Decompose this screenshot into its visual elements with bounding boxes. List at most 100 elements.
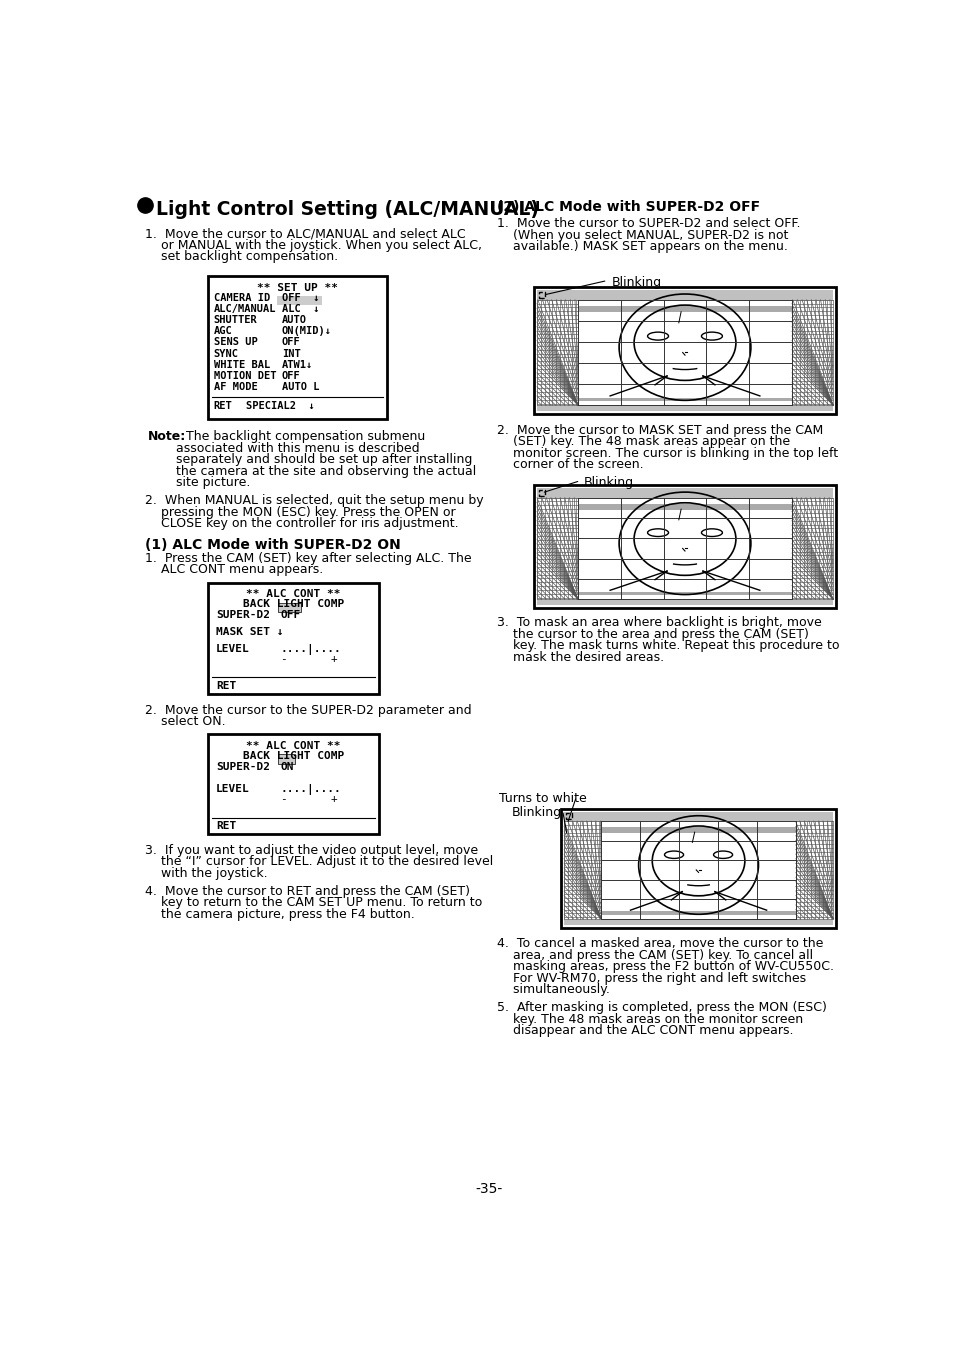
- Bar: [276, 297, 321, 305]
- Text: the camera at the site and observing the actual: the camera at the site and observing the…: [148, 465, 476, 478]
- Text: 3.  To mask an area where backlight is bright, move: 3. To mask an area where backlight is br…: [497, 616, 821, 629]
- Text: Blinking: Blinking: [512, 805, 561, 819]
- Text: OFF: OFF: [282, 371, 300, 380]
- Text: ON(MID)↓: ON(MID)↓: [282, 326, 332, 336]
- Bar: [537, 405, 832, 411]
- Text: 1.  Move the cursor to SUPER-D2 and select OFF.: 1. Move the cursor to SUPER-D2 and selec…: [497, 217, 800, 231]
- Text: +: +: [331, 654, 337, 664]
- Text: key to return to the CAM SET UP menu. To return to: key to return to the CAM SET UP menu. To…: [145, 896, 481, 909]
- Text: (SET) key. The 48 mask areas appear on the: (SET) key. The 48 mask areas appear on t…: [497, 436, 789, 448]
- Text: 1.  Move the cursor to ALC/MANUAL and select ALC: 1. Move the cursor to ALC/MANUAL and sel…: [145, 228, 465, 240]
- Text: ....|....: ....|....: [280, 784, 341, 795]
- Text: key. The mask turns white. Repeat this procedure to: key. The mask turns white. Repeat this p…: [497, 639, 839, 653]
- Text: the “I” cursor for LEVEL. Adjust it to the desired level: the “I” cursor for LEVEL. Adjust it to t…: [145, 855, 493, 869]
- Text: For WV-RM70, press the right and left switches: For WV-RM70, press the right and left sw…: [497, 971, 805, 985]
- Text: SENS UP: SENS UP: [213, 337, 257, 348]
- Text: Blinking: Blinking: [611, 275, 660, 289]
- Text: LEVEL: LEVEL: [216, 784, 250, 793]
- Text: 1.  Press the CAM (SET) key after selecting ALC. The: 1. Press the CAM (SET) key after selecti…: [145, 552, 471, 565]
- Text: AUTO: AUTO: [282, 316, 307, 325]
- Text: 5.  After masking is completed, press the MON (ESC): 5. After masking is completed, press the…: [497, 1001, 825, 1014]
- Bar: [600, 827, 795, 834]
- Text: The backlight compensation submenu: The backlight compensation submenu: [182, 430, 425, 444]
- Text: pressing the MON (ESC) key. Press the OPEN or: pressing the MON (ESC) key. Press the OP…: [145, 506, 455, 518]
- Text: corner of the screen.: corner of the screen.: [497, 459, 642, 471]
- Text: ....|....: ....|....: [280, 645, 341, 656]
- Bar: [534, 287, 835, 414]
- Bar: [208, 275, 386, 418]
- Text: SUPER-D2: SUPER-D2: [216, 610, 270, 621]
- Text: Note:: Note:: [148, 430, 186, 444]
- Bar: [537, 299, 578, 405]
- Text: the camera picture, press the F4 button.: the camera picture, press the F4 button.: [145, 908, 415, 920]
- Text: -: -: [280, 793, 287, 804]
- Text: OFF  ↓: OFF ↓: [282, 293, 319, 302]
- Text: disappear and the ALC CONT menu appears.: disappear and the ALC CONT menu appears.: [497, 1024, 792, 1037]
- Bar: [578, 306, 791, 312]
- Text: ATW1↓: ATW1↓: [282, 360, 313, 370]
- Text: 4.  To cancel a masked area, move the cursor to the: 4. To cancel a masked area, move the cur…: [497, 938, 822, 950]
- Text: 3.  If you want to adjust the video output level, move: 3. If you want to adjust the video outpu…: [145, 843, 477, 857]
- Text: separately and should be set up after installing: separately and should be set up after in…: [148, 453, 472, 467]
- Text: associated with this menu is described: associated with this menu is described: [148, 441, 419, 455]
- Text: RET: RET: [216, 822, 236, 831]
- Bar: [208, 583, 378, 695]
- Text: available.) MASK SET appears on the menu.: available.) MASK SET appears on the menu…: [497, 240, 787, 254]
- Bar: [578, 592, 791, 595]
- Text: -: -: [280, 654, 287, 664]
- Text: ON: ON: [280, 762, 294, 772]
- Bar: [795, 822, 832, 919]
- Bar: [537, 490, 544, 496]
- Text: OFF: OFF: [280, 610, 300, 621]
- Text: select ON.: select ON.: [145, 715, 225, 728]
- Text: ** ALC CONT **: ** ALC CONT **: [246, 590, 340, 599]
- Bar: [278, 754, 294, 764]
- Bar: [534, 486, 835, 608]
- Text: Light Control Setting (ALC/MANUAL): Light Control Setting (ALC/MANUAL): [155, 201, 538, 220]
- Bar: [791, 498, 832, 599]
- Text: with the joystick.: with the joystick.: [145, 867, 267, 880]
- Text: ALC  ↓: ALC ↓: [282, 304, 319, 314]
- Text: SUPER-D2: SUPER-D2: [216, 762, 270, 772]
- Text: RET: RET: [216, 681, 236, 691]
- Text: 2.  Move the cursor to the SUPER-D2 parameter and: 2. Move the cursor to the SUPER-D2 param…: [145, 704, 471, 716]
- Bar: [600, 911, 795, 915]
- Text: AUTO L: AUTO L: [282, 382, 319, 393]
- Text: ** SET UP **: ** SET UP **: [256, 283, 337, 293]
- Bar: [537, 290, 832, 299]
- Bar: [578, 398, 791, 402]
- Text: area, and press the CAM (SET) key. To cancel all: area, and press the CAM (SET) key. To ca…: [497, 948, 812, 962]
- Text: WHITE BAL: WHITE BAL: [213, 360, 270, 370]
- Text: BACK LIGHT COMP: BACK LIGHT COMP: [243, 599, 344, 608]
- Text: 2.  When MANUAL is selected, quit the setup menu by: 2. When MANUAL is selected, quit the set…: [145, 494, 483, 507]
- Text: RET: RET: [213, 401, 233, 411]
- Text: monitor screen. The cursor is blinking in the top left: monitor screen. The cursor is blinking i…: [497, 447, 837, 460]
- Text: ALC CONT menu appears.: ALC CONT menu appears.: [145, 564, 323, 576]
- Text: SHUTTER: SHUTTER: [213, 316, 257, 325]
- Text: (1) ALC Mode with SUPER-D2 ON: (1) ALC Mode with SUPER-D2 ON: [145, 538, 400, 552]
- Text: set backlight compensation.: set backlight compensation.: [145, 251, 337, 263]
- Text: Turns to white: Turns to white: [498, 792, 586, 805]
- Text: MASK SET ↓: MASK SET ↓: [216, 627, 283, 637]
- Text: +: +: [331, 793, 337, 804]
- Text: the cursor to the area and press the CAM (SET): the cursor to the area and press the CAM…: [497, 627, 808, 641]
- Bar: [563, 812, 832, 822]
- Text: SPECIAL2  ↓: SPECIAL2 ↓: [245, 401, 314, 411]
- Bar: [537, 291, 544, 298]
- Bar: [537, 498, 578, 599]
- Text: masking areas, press the F2 button of WV-CU550C.: masking areas, press the F2 button of WV…: [497, 960, 833, 974]
- Text: key. The 48 mask areas on the monitor screen: key. The 48 mask areas on the monitor sc…: [497, 1013, 802, 1025]
- Bar: [565, 813, 571, 819]
- Text: AGC: AGC: [213, 326, 233, 336]
- Text: ** ALC CONT **: ** ALC CONT **: [246, 741, 340, 750]
- Text: or MANUAL with the joystick. When you select ALC,: or MANUAL with the joystick. When you se…: [145, 239, 481, 252]
- Bar: [560, 808, 835, 928]
- Text: ALC/MANUAL: ALC/MANUAL: [213, 304, 276, 314]
- Bar: [578, 503, 791, 510]
- Text: 4.  Move the cursor to RET and press the CAM (SET): 4. Move the cursor to RET and press the …: [145, 885, 469, 897]
- Text: BACK LIGHT COMP: BACK LIGHT COMP: [243, 750, 344, 761]
- Bar: [208, 734, 378, 835]
- Bar: [563, 822, 600, 919]
- Text: mask the desired areas.: mask the desired areas.: [497, 650, 663, 664]
- Text: INT: INT: [282, 348, 300, 359]
